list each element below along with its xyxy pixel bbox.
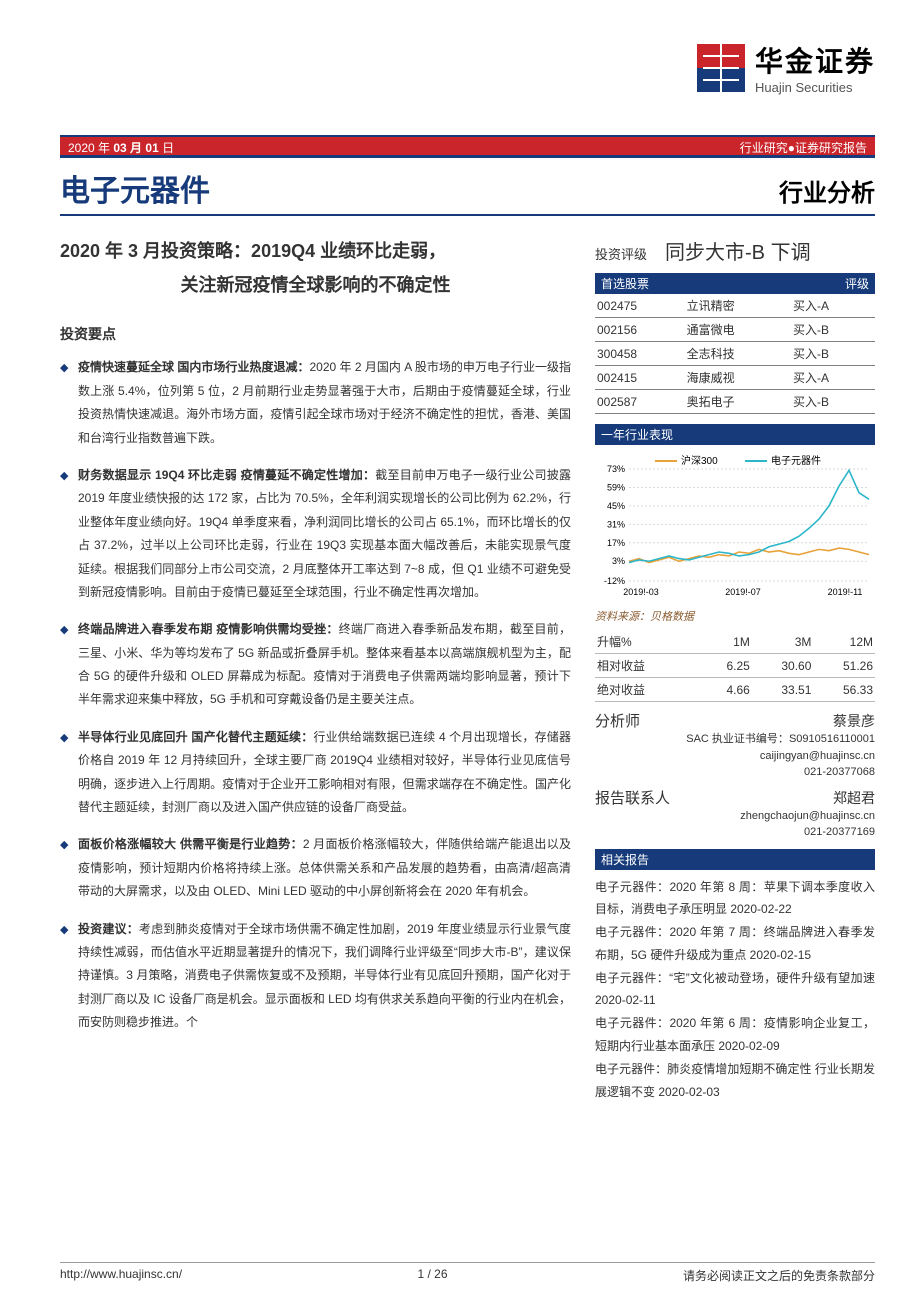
doc-type-tag: 行业研究●证券研究报告 bbox=[740, 139, 867, 156]
rating-value: 同步大市-B 下调 bbox=[665, 236, 811, 265]
stock-row: 300458全志科技买入-B bbox=[595, 342, 875, 366]
svg-text:45%: 45% bbox=[607, 501, 625, 511]
divider bbox=[60, 214, 875, 216]
page-footer: http://www.huajinsc.cn/ 1 / 26 请务必阅读正文之后… bbox=[60, 1262, 875, 1284]
report-title: 2020 年 3 月投资策略：2019Q4 业绩环比走弱， 关注新冠疫情全球影响… bbox=[60, 234, 571, 302]
stock-row: 002415海康威视买入-A bbox=[595, 366, 875, 390]
stocks-header-bar: 首选股票 评级 bbox=[595, 273, 875, 294]
invest-point-item: 疫情快速蔓延全球 国内市场行业热度退减：2020 年 2 月国内 A 股市场的申… bbox=[60, 356, 571, 450]
logo: 华金证券 Huajin Securities bbox=[697, 40, 875, 95]
contact-email: zhengchaojun@huajinsc.cn bbox=[595, 808, 875, 825]
stocks-table: 002475立讯精密买入-A002156通富微电买入-B300458全志科技买入… bbox=[595, 294, 875, 414]
svg-text:73%: 73% bbox=[607, 464, 625, 474]
invest-point-item: 面板价格涨幅较大 供需平衡是行业趋势：2 月面板价格涨幅较大，伴随供给端产能退出… bbox=[60, 833, 571, 903]
analyst-block: 分析师 蔡景彦 SAC 执业证书编号：S0910516110001 caijin… bbox=[595, 710, 875, 781]
invest-points-heading: 投资要点 bbox=[60, 324, 571, 344]
svg-text:电子元器件: 电子元器件 bbox=[771, 454, 821, 467]
contact-phone: 021-20377169 bbox=[595, 824, 875, 841]
perf-header-bar: 一年行业表现 bbox=[595, 424, 875, 445]
contact-name: 郑超君 bbox=[833, 788, 875, 808]
svg-text:2019!-07: 2019!-07 bbox=[725, 587, 761, 597]
perf-header: 一年行业表现 bbox=[601, 426, 673, 443]
invest-point-item: 终端品牌进入春季发布期 疫情影响供需均受挫：终端厂商进入春季新品发布期，截至目前… bbox=[60, 618, 571, 712]
stock-row: 002587奥拓电子买入-B bbox=[595, 390, 875, 414]
report-date: 2020 年 03 月 01 日 bbox=[68, 139, 174, 156]
sector-name: 电子元器件 bbox=[60, 166, 210, 210]
analyst-phone: 021-20377068 bbox=[595, 764, 875, 781]
logo-mark-icon bbox=[697, 44, 745, 92]
invest-point-item: 财务数据显示 19Q4 环比走弱 疫情蔓延不确定性增加：截至目前申万电子一级行业… bbox=[60, 464, 571, 604]
footer-url: http://www.huajinsc.cn/ bbox=[60, 1267, 182, 1284]
svg-text:31%: 31% bbox=[607, 519, 625, 529]
svg-text:沪深300: 沪深300 bbox=[681, 454, 718, 467]
rating-row: 投资评级 同步大市-B 下调 bbox=[595, 236, 875, 265]
related-item: 电子元器件：2020 年第 6 周：疫情影响企业复工，短期内行业基本面承压 20… bbox=[595, 1012, 875, 1058]
stock-row: 002475立讯精密买入-A bbox=[595, 294, 875, 318]
chart-source: 资料来源：贝格数据 bbox=[595, 608, 875, 624]
svg-text:2019!-11: 2019!-11 bbox=[828, 587, 863, 597]
related-header-bar: 相关报告 bbox=[595, 849, 875, 870]
related-header: 相关报告 bbox=[601, 851, 649, 868]
performance-chart: 沪深300 电子元器件 73% 59% 45% 31% 17% 3% -12%2019!-03 2… bbox=[595, 451, 875, 606]
stocks-header-right: 评级 bbox=[845, 275, 869, 292]
invest-point-item: 半导体行业见底回升 国产化替代主题延续：行业供给端数据已连续 4 个月出现增长，… bbox=[60, 726, 571, 820]
stock-row: 002156通富微电买入-B bbox=[595, 318, 875, 342]
logo-cn: 华金证券 bbox=[755, 40, 875, 80]
svg-text:17%: 17% bbox=[607, 538, 625, 548]
analyst-email: caijingyan@huajinsc.cn bbox=[595, 748, 875, 765]
report-type: 行业分析 bbox=[779, 173, 875, 208]
footer-disclaimer: 请务必阅读正文之后的免责条款部分 bbox=[683, 1267, 875, 1284]
related-item: 电子元器件：2020 年第 8 周：苹果下调本季度收入目标，消费电子承压明显 2… bbox=[595, 876, 875, 922]
logo-en: Huajin Securities bbox=[755, 80, 875, 95]
sector-row: 电子元器件 行业分析 bbox=[60, 155, 875, 214]
rating-label: 投资评级 bbox=[595, 244, 647, 263]
returns-table: 升幅%1M3M12M相对收益6.2530.6051.26绝对收益4.6633.5… bbox=[595, 630, 875, 702]
svg-text:3%: 3% bbox=[612, 556, 625, 566]
related-item: 电子元器件：2020 年第 7 周：终端品牌进入春季发布期，5G 硬件升级成为重… bbox=[595, 921, 875, 967]
meta-bar: 2020 年 03 月 01 日 行业研究●证券研究报告 bbox=[60, 135, 875, 157]
analyst-name: 蔡景彦 bbox=[833, 711, 875, 731]
related-reports: 电子元器件：2020 年第 8 周：苹果下调本季度收入目标，消费电子承压明显 2… bbox=[595, 876, 875, 1104]
invest-point-item: 投资建议：考虑到肺炎疫情对于全球市场供需不确定性加剧，2019 年度业绩显示行业… bbox=[60, 918, 571, 1035]
contact-block: 报告联系人 郑超君 zhengchaojun@huajinsc.cn 021-2… bbox=[595, 787, 875, 841]
line-chart-svg: 沪深300 电子元器件 73% 59% 45% 31% 17% 3% -12%2019!-03 2… bbox=[595, 451, 875, 601]
svg-text:2019!-03: 2019!-03 bbox=[623, 587, 659, 597]
sidebar: 投资评级 同步大市-B 下调 首选股票 评级 002475立讯精密买入-A002… bbox=[595, 226, 875, 1103]
svg-text:59%: 59% bbox=[607, 482, 625, 492]
related-item: 电子元器件：“宅”文化被动登场，硬件升级有望加速 2020-02-11 bbox=[595, 967, 875, 1013]
contact-role: 报告联系人 bbox=[595, 787, 670, 808]
analyst-role: 分析师 bbox=[595, 710, 640, 731]
invest-points-list: 疫情快速蔓延全球 国内市场行业热度退减：2020 年 2 月国内 A 股市场的申… bbox=[60, 356, 571, 1034]
stocks-header-left: 首选股票 bbox=[601, 275, 649, 292]
footer-page: 1 / 26 bbox=[418, 1267, 448, 1284]
report-header: 华金证券 Huajin Securities bbox=[60, 40, 875, 125]
main-column: 2020 年 3 月投资策略：2019Q4 业绩环比走弱， 关注新冠疫情全球影响… bbox=[60, 226, 571, 1103]
related-item: 电子元器件：肺炎疫情增加短期不确定性 行业长期发展逻辑不变 2020-02-03 bbox=[595, 1058, 875, 1104]
svg-text:-12%: -12% bbox=[604, 576, 625, 586]
